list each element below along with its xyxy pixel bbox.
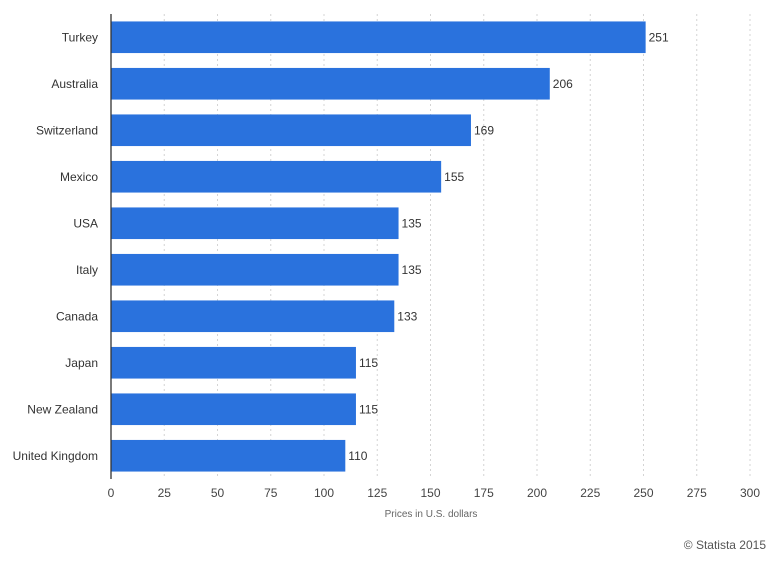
bar: [111, 300, 395, 333]
category-label: Mexico: [60, 170, 98, 184]
category-label: Turkey: [62, 30, 98, 44]
data-label: 135: [402, 263, 422, 277]
x-tick-label: 100: [314, 486, 334, 500]
x-axis-title: Prices in U.S. dollars: [385, 509, 478, 520]
data-label: 206: [553, 77, 573, 91]
data-label: 251: [649, 30, 669, 44]
x-tick-label: 175: [474, 486, 494, 500]
bar: [111, 21, 646, 54]
source-credit: © Statista 2015: [683, 538, 766, 552]
bar: [111, 346, 356, 379]
x-tick-label: 300: [740, 486, 760, 500]
x-tick-label: 150: [420, 486, 440, 500]
category-label: Canada: [56, 309, 98, 323]
bar: [111, 67, 550, 100]
bar: [111, 114, 471, 147]
x-tick-label: 25: [158, 486, 172, 500]
category-label: Australia: [51, 77, 98, 91]
data-label: 169: [474, 123, 494, 137]
x-tick-label: 250: [633, 486, 653, 500]
bar: [111, 253, 399, 286]
x-tick-label: 0: [108, 486, 115, 500]
category-label: USA: [73, 216, 98, 230]
bar: [111, 160, 442, 193]
x-tick-label: 75: [264, 486, 278, 500]
x-tick-label: 50: [211, 486, 225, 500]
bar: [111, 439, 346, 472]
category-label: New Zealand: [27, 402, 98, 416]
data-label: 115: [359, 402, 378, 416]
category-label: Switzerland: [36, 123, 98, 137]
category-labels: Turkey Australia Switzerland Mexico USA Italy…: [13, 30, 99, 463]
category-label: Italy: [76, 263, 98, 277]
bar: [111, 393, 356, 426]
category-label: United Kingdom: [13, 449, 98, 463]
data-label: 133: [397, 309, 417, 323]
x-tick-label: 125: [367, 486, 387, 500]
x-tick-labels: 0 25 50 75 100 125 150 175 200 225 250 275 300: [108, 486, 761, 500]
data-labels: 251 206 169 155 135 135 133 115 115 110: [348, 30, 669, 463]
bar: [111, 207, 399, 240]
x-tick-label: 225: [580, 486, 600, 500]
x-tick-label: 200: [527, 486, 547, 500]
data-label: 155: [444, 170, 464, 184]
data-label: 115: [359, 356, 378, 370]
x-tick-label: 275: [687, 486, 707, 500]
data-label: 135: [402, 216, 422, 230]
bars: [111, 21, 646, 472]
data-label: 110: [348, 449, 367, 463]
category-label: Japan: [65, 356, 98, 370]
